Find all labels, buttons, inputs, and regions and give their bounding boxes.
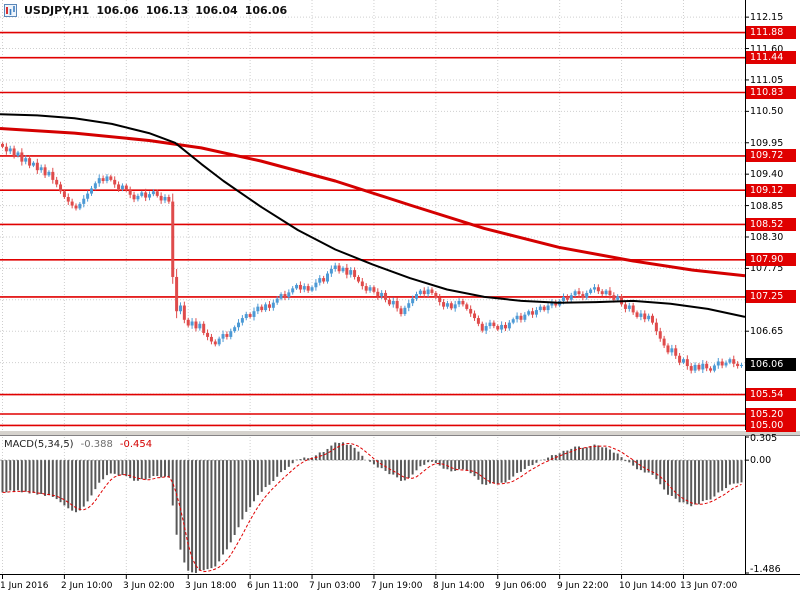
slow-ma-line	[0, 127, 746, 278]
macd-label: MACD(5,34,5)	[4, 439, 74, 450]
fast-ma-line	[0, 113, 746, 318]
candles	[1, 142, 743, 374]
chart-icon	[4, 4, 17, 17]
ohlc-low: 106.04	[195, 4, 238, 17]
ohlc-close: 106.06	[244, 4, 288, 17]
macd-axis-max: 0.305	[750, 433, 778, 444]
symbol-timeframe: USDJPY,H1	[24, 4, 90, 17]
horizontal-level-lines[interactable]	[0, 31, 745, 427]
grid-lines	[0, 0, 745, 573]
ohlc-high: 106.13	[145, 4, 189, 17]
panel-splitter[interactable]	[0, 430, 800, 436]
macd-axis-min: -1.486	[750, 564, 781, 575]
macd-axis-zero: 0.00	[750, 455, 772, 466]
macd-value: -0.388	[80, 439, 113, 450]
macd-signal-line	[2, 442, 742, 573]
macd-signal-value: -0.454	[119, 439, 153, 450]
macd-indicator	[0, 442, 745, 573]
chart-header: USDJPY,H1 106.06 106.13 106.04 106.06	[4, 4, 287, 17]
macd-header: MACD(5,34,5) -0.388 -0.454	[4, 439, 152, 450]
ohlc-open: 106.06	[96, 4, 139, 17]
